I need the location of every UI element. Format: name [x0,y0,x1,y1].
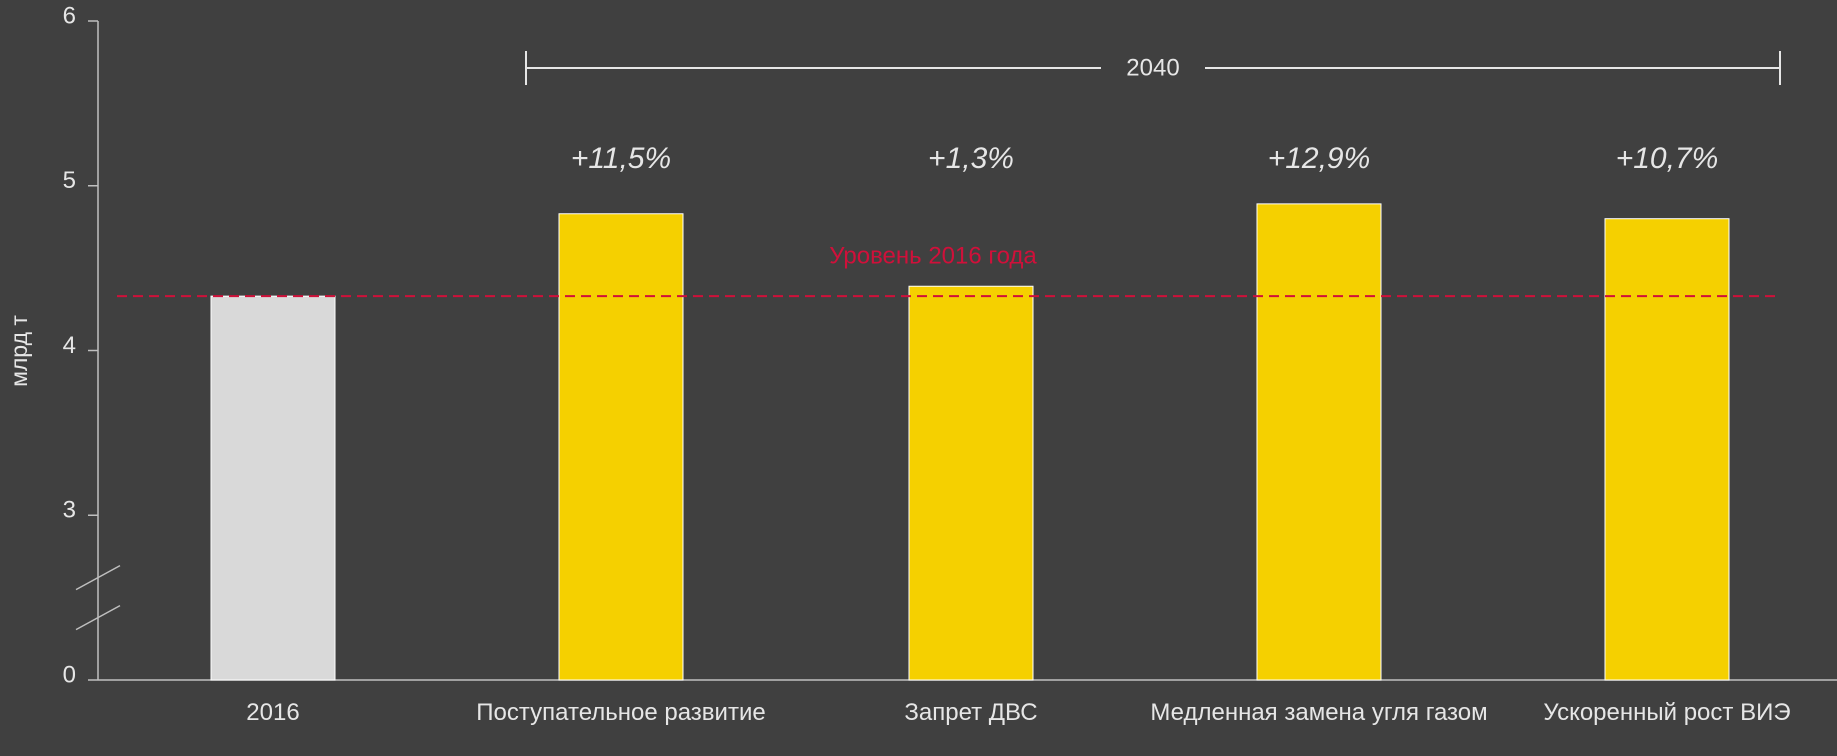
bar [908,285,1034,681]
x-tick-label: Запрет ДВС [904,699,1038,726]
y-tick-label: 0 [63,661,76,688]
y-tick-label: 6 [63,2,76,29]
growth-label: +1,3% [928,142,1014,175]
axis-break [75,564,121,591]
growth-label: +11,5% [571,142,671,175]
growth-label: +10,7% [1616,142,1719,175]
x-tick-label: Ускоренный рост ВИЭ [1543,699,1791,726]
bar [1604,218,1730,681]
period-label: 2040 [1126,54,1179,81]
x-tick-label: 2016 [246,699,300,726]
reference-label: Уровень 2016 года [829,242,1037,269]
bar [210,295,336,681]
x-tick-label: Поступательное развитие [476,699,766,726]
axis-break [75,604,121,631]
y-tick-label: 5 [63,167,76,194]
y-tick-label: 4 [63,332,76,359]
bar [1256,203,1382,681]
y-tick-label: 3 [63,497,76,524]
bar [558,213,684,681]
growth-label: +12,9% [1268,142,1371,175]
x-tick-label: Медленная замена угля газом [1150,699,1488,726]
y-axis-label: млрд т [6,315,32,387]
